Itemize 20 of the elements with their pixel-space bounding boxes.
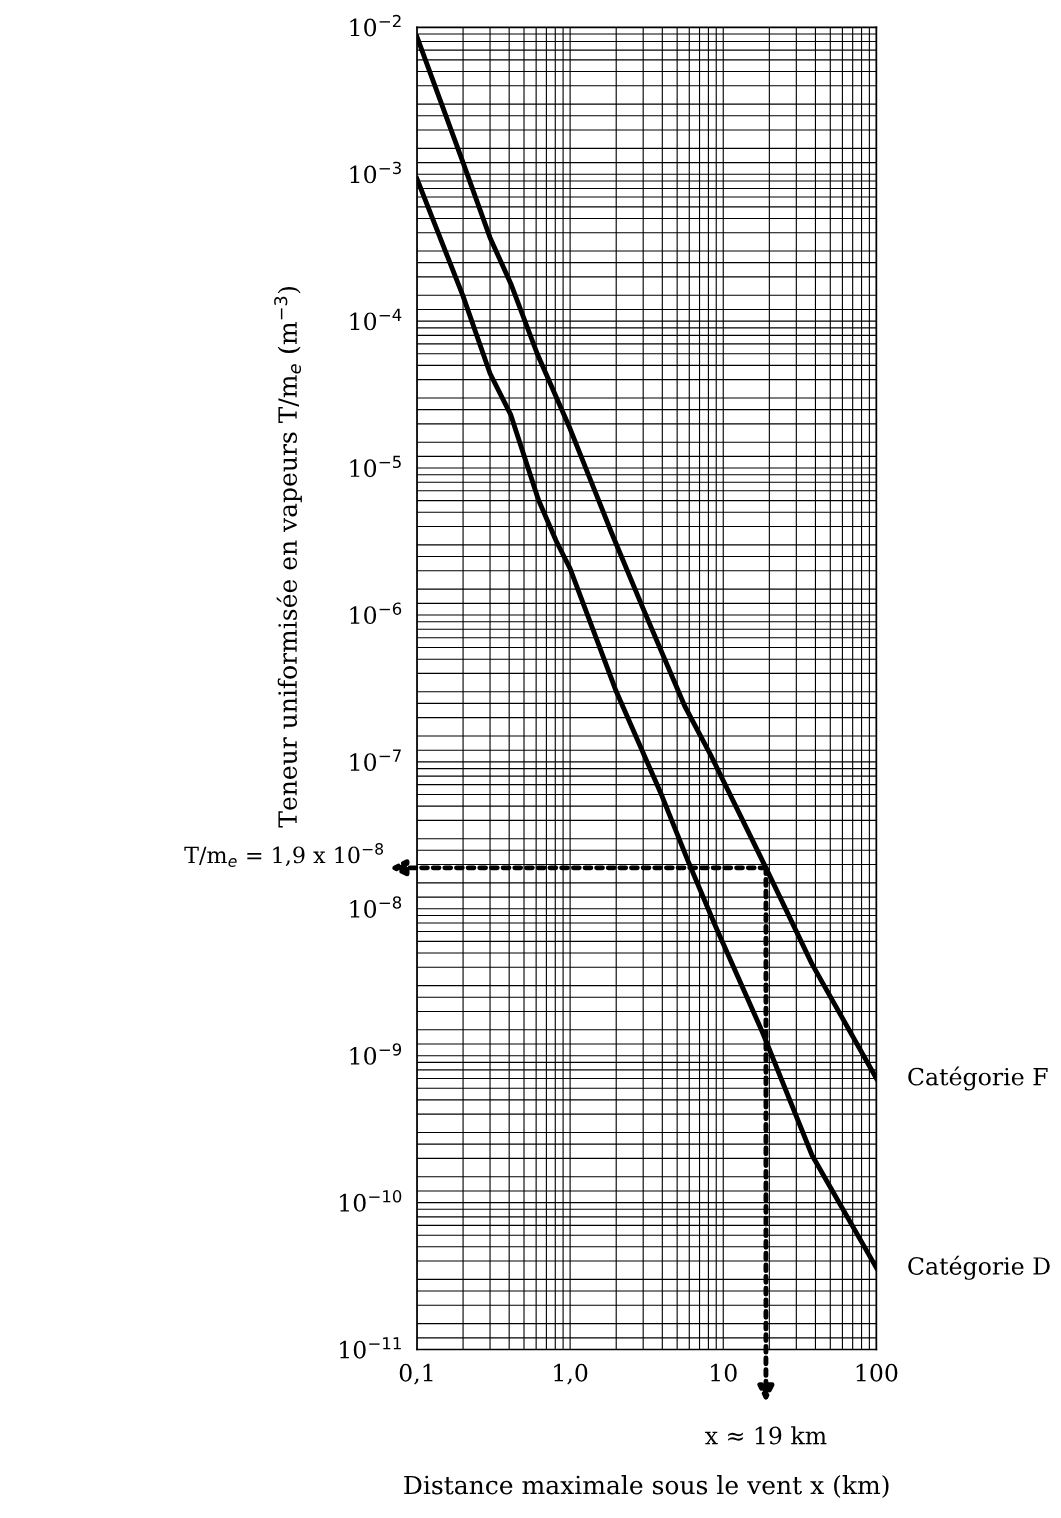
series-label: Catégorie F [908, 1066, 1048, 1091]
y-tick-label: 10$^{−7}$ [350, 749, 401, 772]
y-tick-label: 10$^{−11}$ [340, 1337, 401, 1359]
series-label: Catégorie D [908, 1255, 1050, 1280]
x-tick-label: 10 [711, 1363, 737, 1382]
y-tick-label: 10$^{−2}$ [350, 14, 401, 37]
y-tick-label: 10$^{−4}$ [350, 308, 402, 331]
x-tick-label: 1,0 [554, 1363, 588, 1385]
annotation: x ≈ 19 km [705, 1426, 827, 1445]
y-tick-label: 10$^{−3}$ [350, 161, 401, 184]
x-tick-label: 0,1 [399, 1363, 433, 1385]
annotation: T/m$_{e}$ = 1,9 x 10$^{−8}$ [184, 842, 384, 867]
y-tick-label: 10$^{−6}$ [350, 602, 402, 625]
y-tick-label: 10$^{−5}$ [350, 455, 401, 478]
x-axis-title: Distance maximale sous le vent x (km) [404, 1475, 889, 1498]
y-tick-label: 10$^{−9}$ [350, 1043, 402, 1065]
x-tick-label: 100 [856, 1363, 898, 1382]
y-tick-label: 10$^{−10}$ [340, 1190, 402, 1212]
y-axis-title: Teneur uniformisée en vapeurs T/m$_{e}$ (m$^{−3}$) [274, 286, 302, 828]
y-tick-label: 10$^{−8}$ [350, 896, 402, 918]
